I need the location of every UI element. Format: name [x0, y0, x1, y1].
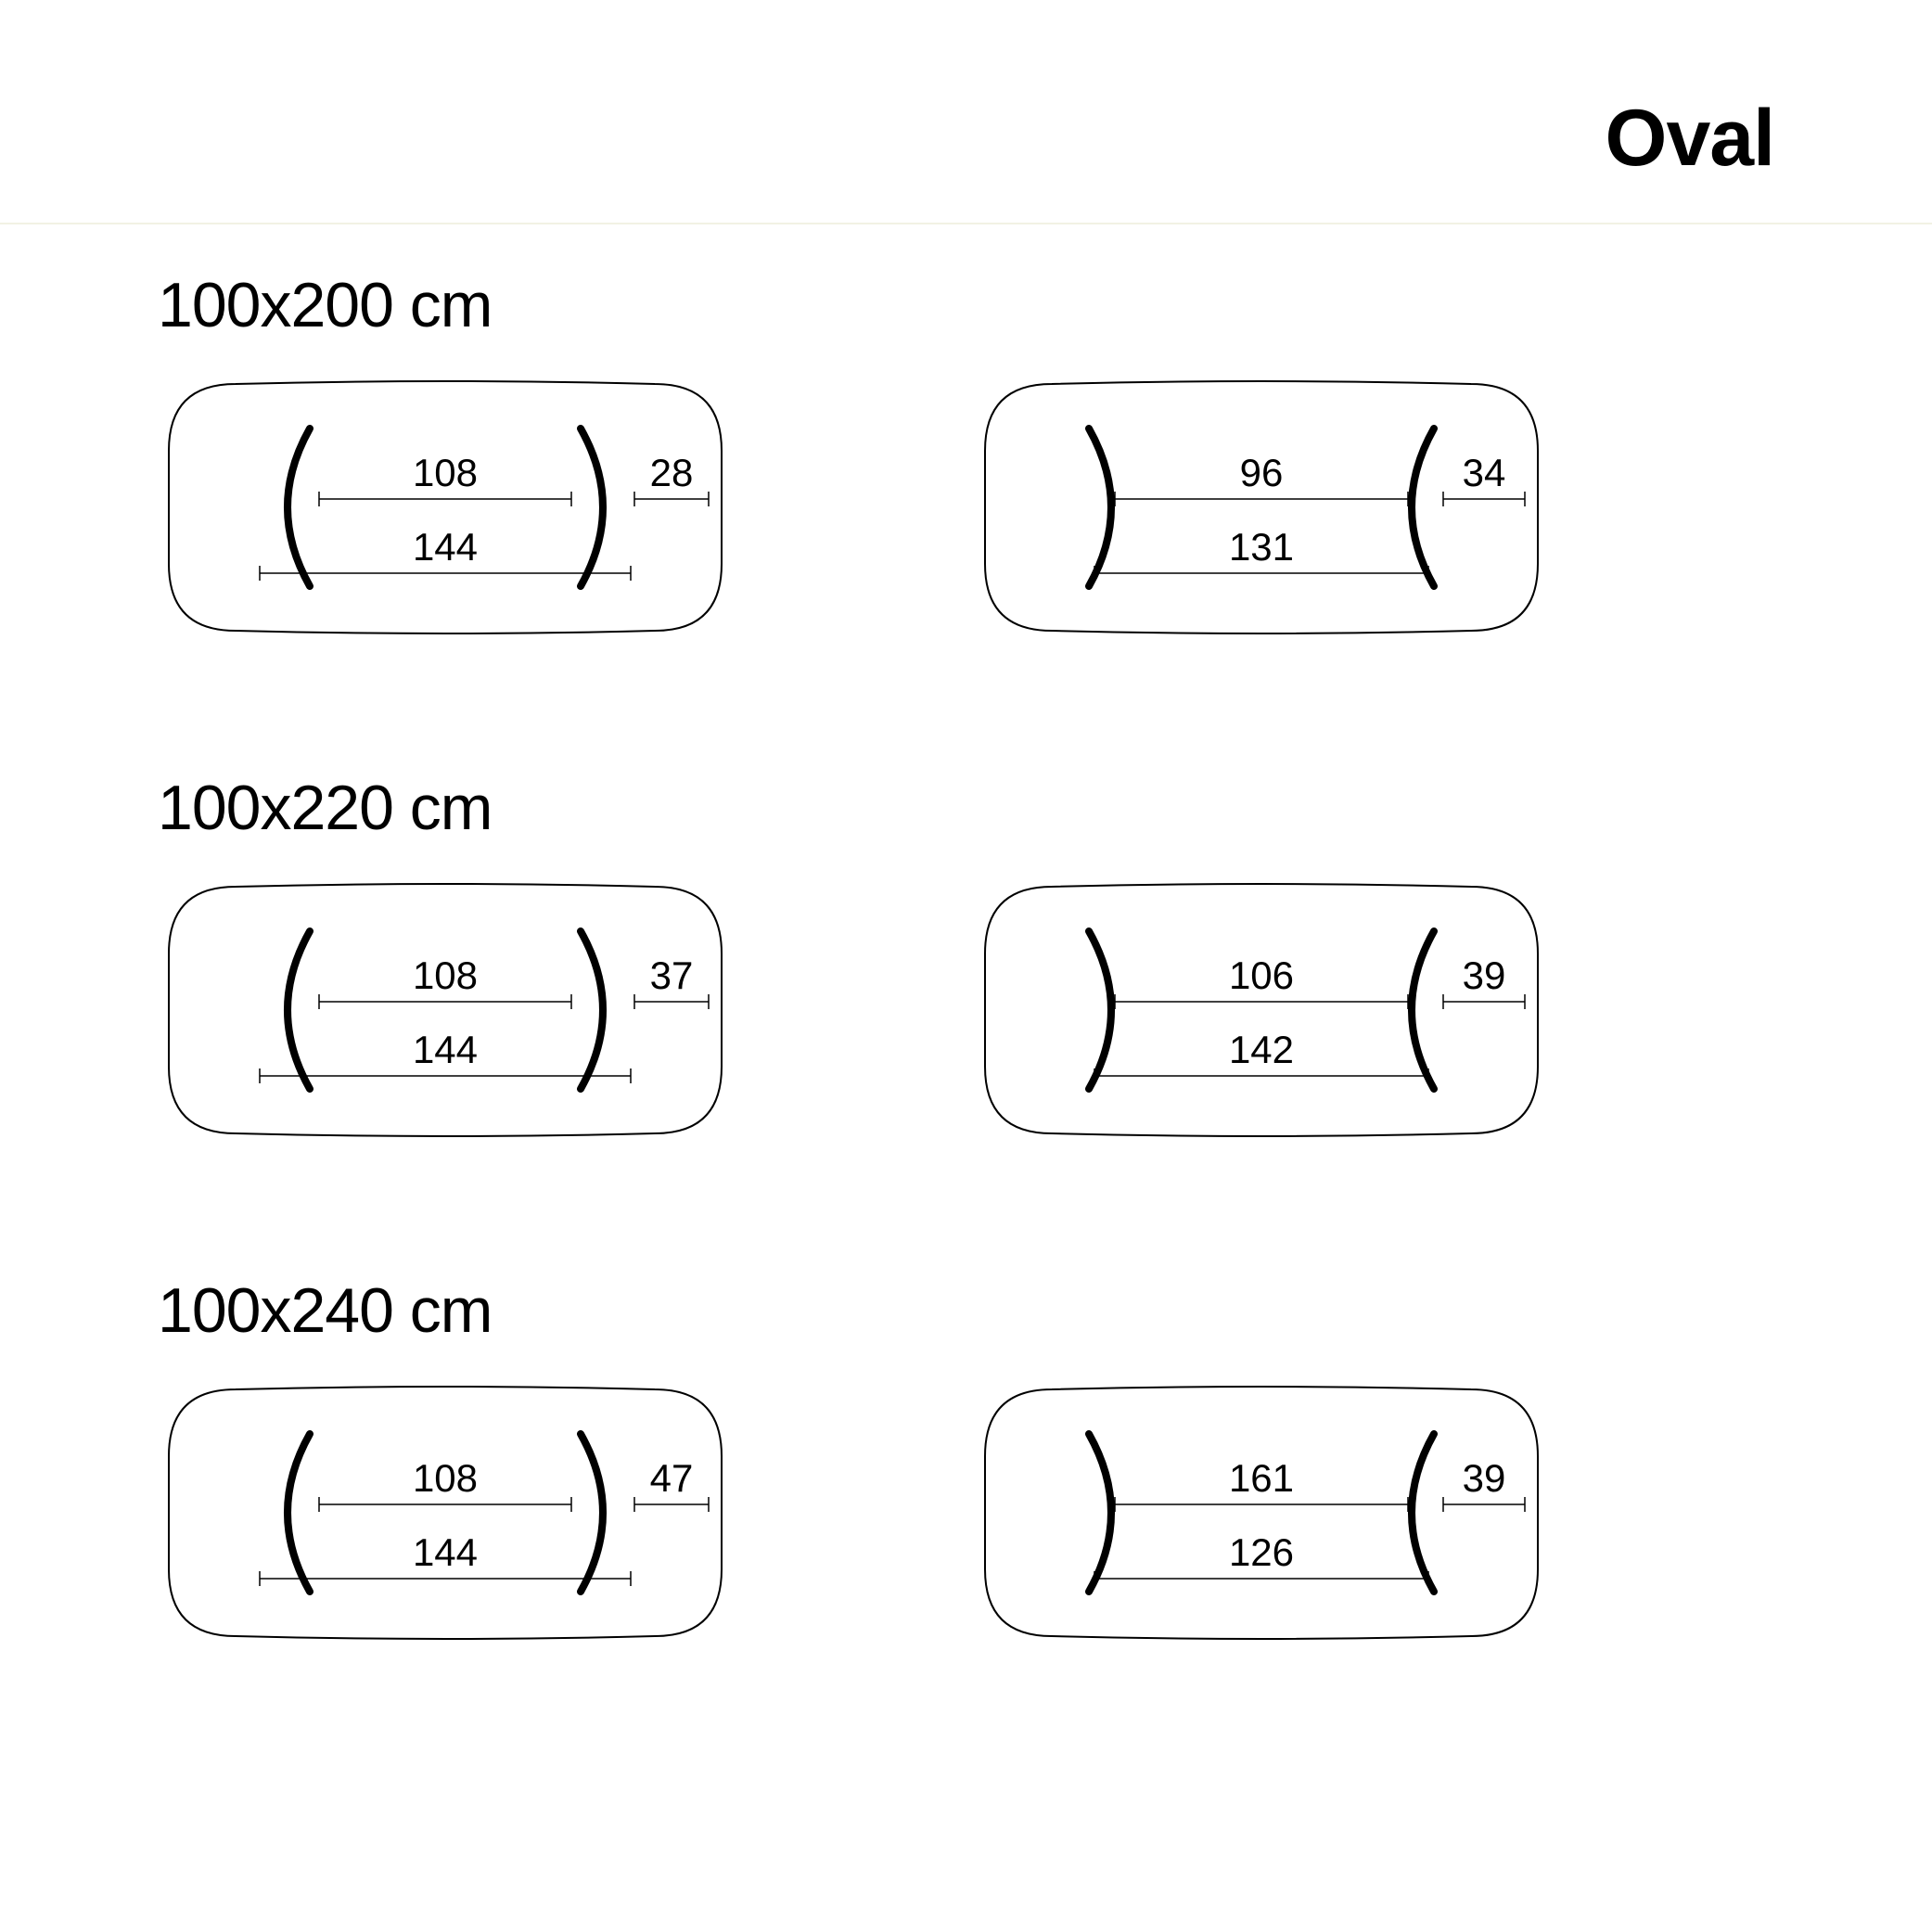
diagram-right: 96 34 131	[974, 373, 1549, 642]
size-row: 100x220 cm 108 37 144 106 39 142	[158, 772, 1774, 1145]
header-title: Oval	[1606, 93, 1774, 185]
table-leg-left	[288, 1434, 310, 1592]
dimension-label: 142	[1229, 1028, 1294, 1071]
dimension-label: 144	[413, 1028, 478, 1071]
table-leg-left	[288, 931, 310, 1089]
dimension-label: 108	[413, 1456, 478, 1500]
dimension-label: 37	[650, 953, 694, 997]
dimension-label: 161	[1229, 1456, 1294, 1500]
dimension-label: 108	[413, 451, 478, 494]
dimension-label: 47	[650, 1456, 694, 1500]
size-row-title: 100x200 cm	[158, 269, 1774, 341]
diagram-right: 106 39 142	[974, 876, 1549, 1145]
table-outline	[985, 1387, 1538, 1639]
dimension-label: 96	[1240, 451, 1284, 494]
dimension-label: 106	[1229, 953, 1294, 997]
dimension-label: 126	[1229, 1530, 1294, 1574]
size-row: 100x240 cm 108 47 144 161 39 126	[158, 1274, 1774, 1647]
diagram-left: 108 28 144	[158, 373, 733, 642]
table-leg-right	[581, 429, 603, 586]
table-leg-right	[1412, 931, 1434, 1089]
header-divider	[0, 223, 1932, 224]
diagram-right: 161 39 126	[974, 1378, 1549, 1647]
diagram-grid: 100x200 cm 108 28 144 96 34 131 100x220 cm 108 37…	[158, 269, 1774, 1777]
table-outline	[169, 1387, 722, 1639]
size-row-title: 100x220 cm	[158, 772, 1774, 844]
table-leg-right	[1412, 1434, 1434, 1592]
diagram-left: 108 47 144	[158, 1378, 733, 1647]
table-leg-right	[1412, 429, 1434, 586]
table-outline	[985, 884, 1538, 1136]
table-leg-right	[581, 1434, 603, 1592]
dimension-label: 108	[413, 953, 478, 997]
table-outline	[985, 381, 1538, 633]
table-leg-left	[1089, 1434, 1111, 1592]
table-leg-left	[1089, 429, 1111, 586]
diagram-left: 108 37 144	[158, 876, 733, 1145]
dimension-label: 131	[1229, 525, 1294, 569]
table-outline	[169, 381, 722, 633]
dimension-label: 39	[1463, 1456, 1506, 1500]
dimension-label: 28	[650, 451, 694, 494]
table-leg-right	[581, 931, 603, 1089]
size-row: 100x200 cm 108 28 144 96 34 131	[158, 269, 1774, 642]
dimension-label: 144	[413, 525, 478, 569]
table-leg-left	[288, 429, 310, 586]
table-leg-left	[1089, 931, 1111, 1089]
dimension-label: 39	[1463, 953, 1506, 997]
size-row-title: 100x240 cm	[158, 1274, 1774, 1347]
dimension-label: 34	[1463, 451, 1506, 494]
table-outline	[169, 884, 722, 1136]
dimension-label: 144	[413, 1530, 478, 1574]
